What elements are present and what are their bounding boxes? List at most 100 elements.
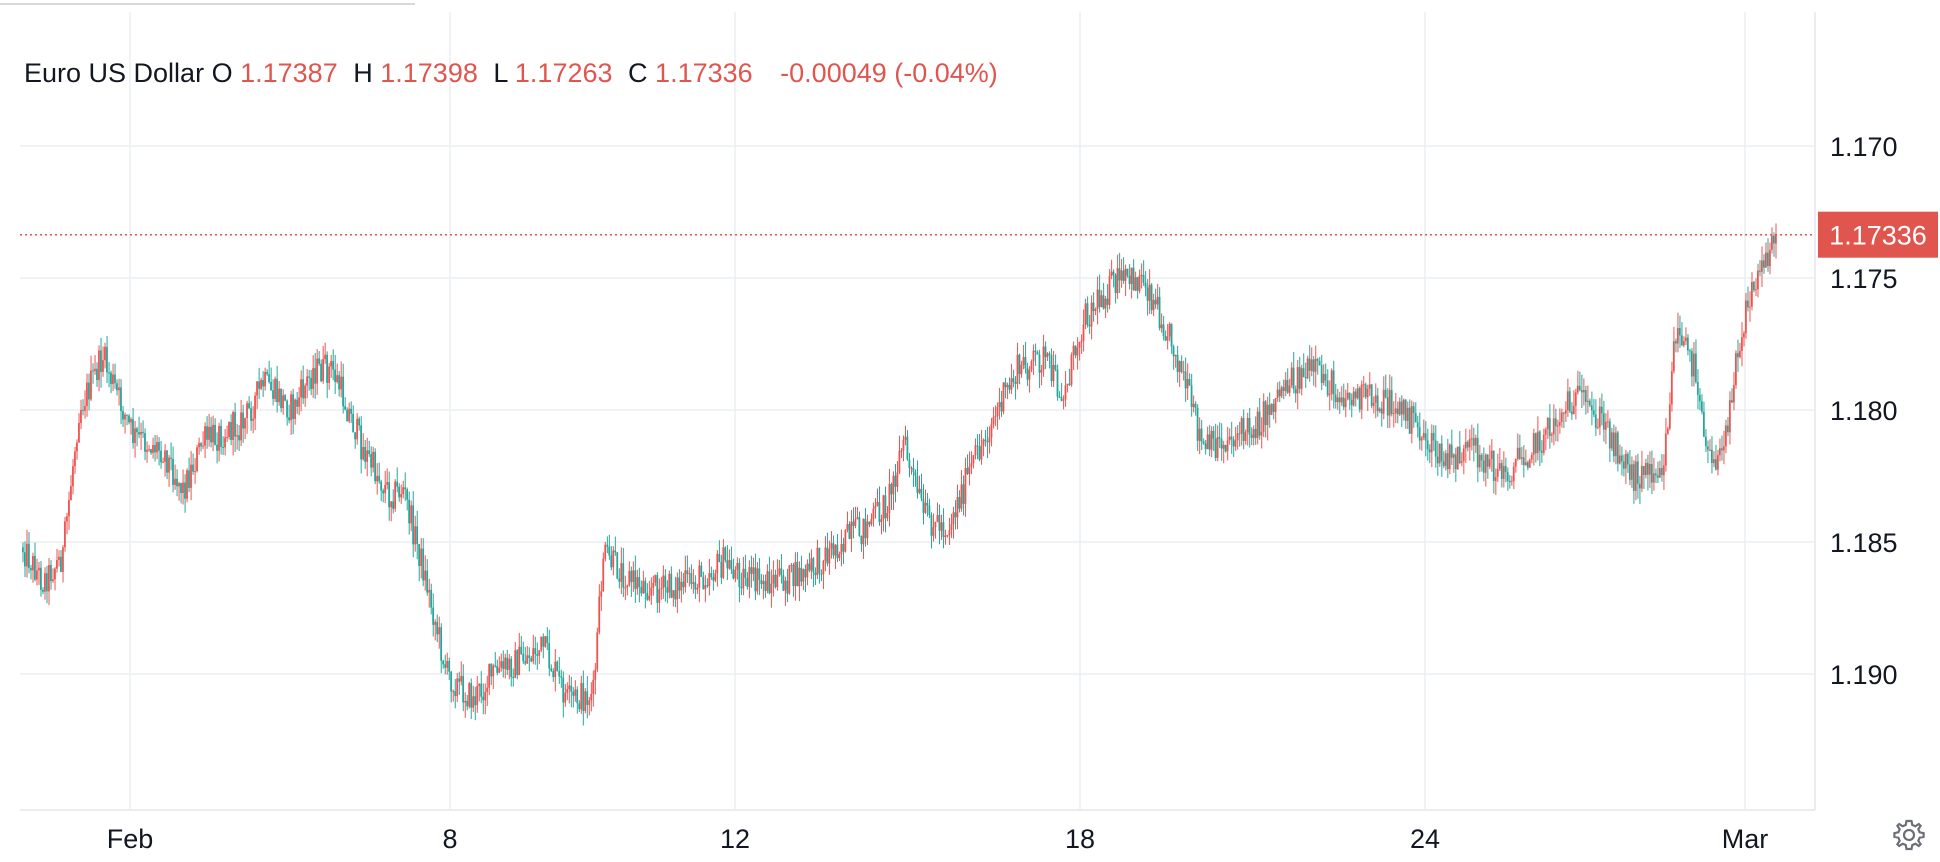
candle-body <box>1290 367 1293 386</box>
candle-body <box>1048 353 1051 356</box>
candle-body <box>1524 462 1527 466</box>
candle-body <box>1686 337 1689 351</box>
candle-body <box>1542 434 1545 453</box>
candle-body <box>226 436 228 438</box>
candle-body <box>1268 404 1271 415</box>
candle-body <box>1644 462 1647 476</box>
candle-body <box>1570 411 1573 415</box>
candle-body <box>320 363 322 382</box>
candle-body <box>462 676 465 703</box>
candle-body <box>1338 397 1341 403</box>
candle-body <box>434 621 437 625</box>
candle-body <box>324 354 326 360</box>
candle-body <box>1660 468 1663 476</box>
candle-body <box>1526 462 1529 468</box>
candle-body <box>720 561 723 578</box>
candle-body <box>966 468 969 474</box>
candle-body <box>1218 437 1221 439</box>
candle-body <box>24 552 26 567</box>
candle-body <box>1058 396 1061 398</box>
candle-body <box>1488 459 1491 467</box>
candle-body <box>690 573 693 584</box>
candle-body <box>88 382 90 400</box>
candle-body <box>370 454 372 468</box>
candle-body <box>622 563 625 588</box>
candle-body <box>1764 252 1767 268</box>
candle-body <box>1604 421 1607 430</box>
candle-body <box>140 431 142 435</box>
candle-body <box>1074 345 1077 356</box>
candle-body <box>900 450 903 452</box>
candle-body <box>812 558 815 573</box>
candle-body <box>356 418 358 440</box>
candle-body <box>1730 400 1733 403</box>
candle-body <box>592 679 595 694</box>
candle-body <box>952 512 955 525</box>
candle-body <box>1600 406 1603 414</box>
candle-body <box>1276 389 1279 399</box>
candle-body <box>366 450 368 462</box>
candle-body <box>388 482 391 508</box>
candle-body <box>894 475 897 487</box>
candle-body <box>1606 421 1609 423</box>
candle-body <box>1648 463 1651 475</box>
candle-body <box>762 581 765 585</box>
candle-body <box>138 432 140 435</box>
candle-body <box>852 521 855 526</box>
x-tick-label: 24 <box>1410 824 1440 854</box>
candle-body <box>1716 455 1719 470</box>
candle-body <box>1590 405 1593 411</box>
candle-body <box>1552 418 1555 435</box>
candle-body <box>36 570 38 580</box>
candle-body <box>1670 371 1673 405</box>
candle-body <box>532 648 535 662</box>
candle-body <box>634 570 637 589</box>
candle-body <box>464 700 467 703</box>
candle-body <box>1096 289 1099 310</box>
candle-body <box>30 567 32 571</box>
candle-body <box>936 515 939 522</box>
candle-body <box>624 587 627 589</box>
candle-body <box>96 368 98 381</box>
candle-body <box>1754 289 1757 291</box>
candle-body <box>1304 377 1307 379</box>
candle-body <box>430 589 433 608</box>
candle-body <box>1476 437 1479 468</box>
candle-body <box>180 483 182 494</box>
candle-body <box>1450 444 1453 458</box>
candle-body <box>1070 354 1073 385</box>
candle-body <box>902 440 905 451</box>
candle-body <box>802 569 805 582</box>
candle-body <box>1444 453 1447 466</box>
candle-body <box>302 379 304 399</box>
candle-body <box>572 691 575 696</box>
settings-button[interactable] <box>1892 818 1926 852</box>
candle-body <box>1684 337 1687 342</box>
candle-body <box>1564 410 1567 414</box>
candle-body <box>1314 359 1317 372</box>
candle-body <box>326 354 328 384</box>
candle-body <box>1566 391 1569 411</box>
candle-body <box>1722 446 1725 451</box>
candle-body <box>1366 388 1369 398</box>
high-label: H <box>353 58 373 88</box>
candle-body <box>308 376 310 378</box>
candle-body <box>700 565 703 577</box>
candle-body <box>918 488 921 493</box>
candle-body <box>748 567 751 587</box>
candle-body <box>162 461 164 463</box>
y-tick-label: 1.190 <box>1830 660 1898 690</box>
candle-body <box>372 451 375 468</box>
candle-body <box>1272 403 1275 412</box>
candle-body <box>1758 270 1761 272</box>
candle-body <box>1420 437 1423 441</box>
candle-body <box>60 556 62 572</box>
candle-body <box>1384 389 1387 398</box>
candle-body <box>194 471 196 473</box>
candle-body <box>1752 282 1755 291</box>
candle-body <box>940 522 943 531</box>
candle-body <box>1608 421 1611 449</box>
candle-body <box>224 437 226 448</box>
candle-body <box>1514 458 1517 467</box>
